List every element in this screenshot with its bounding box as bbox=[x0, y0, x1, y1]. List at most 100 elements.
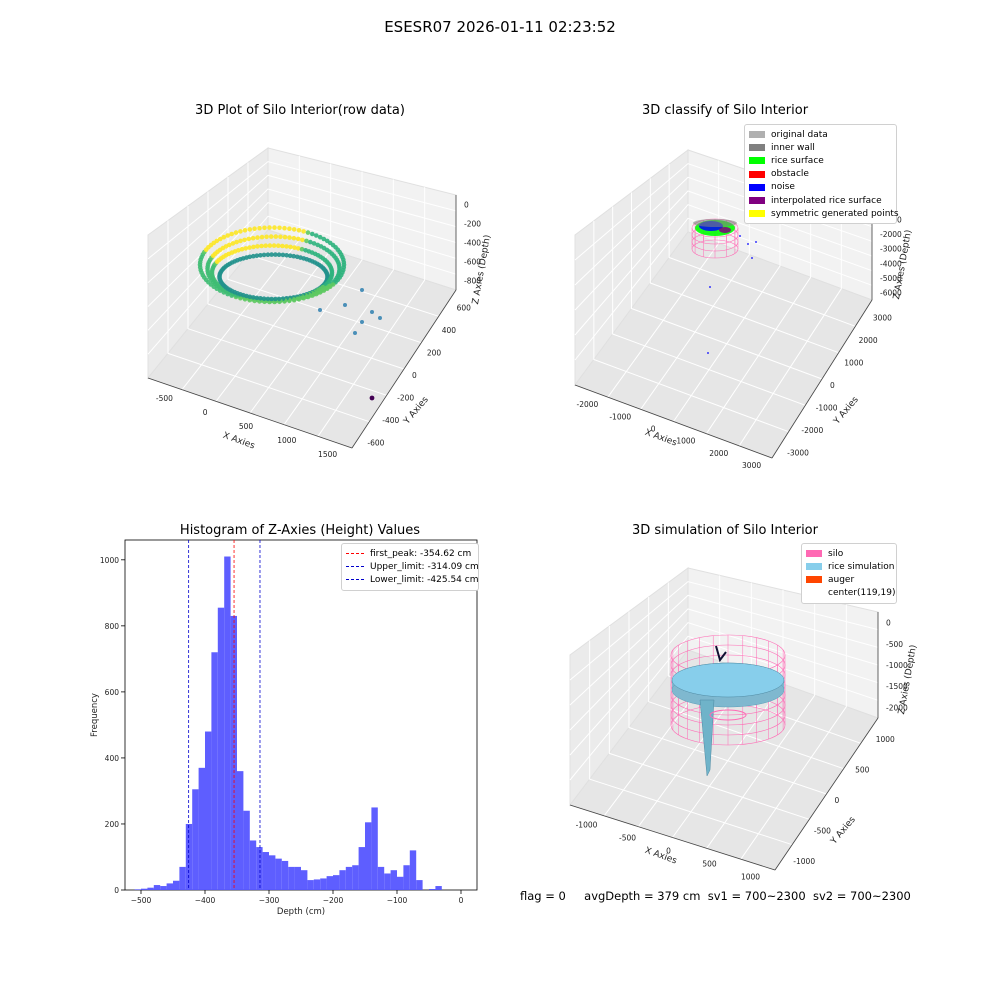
histogram-bar bbox=[345, 866, 353, 890]
flag-text: flag = 0 bbox=[520, 889, 566, 903]
scatter-point bbox=[247, 245, 252, 250]
histogram-bar bbox=[307, 880, 314, 890]
legend-swatch bbox=[749, 183, 765, 191]
outlier-point bbox=[318, 308, 322, 312]
legend-swatch bbox=[806, 590, 822, 597]
histogram-bar bbox=[153, 885, 161, 890]
histogram-bar bbox=[377, 866, 385, 890]
legend-label: center(119,19) bbox=[828, 588, 896, 599]
gridline bbox=[147, 161, 457, 260]
y-axis-line bbox=[774, 717, 879, 871]
scatter-point bbox=[276, 252, 282, 257]
legend-item-noise: noise bbox=[749, 181, 892, 194]
histogram-bar bbox=[352, 865, 359, 890]
legend-label: inner wall bbox=[771, 142, 815, 153]
gridline bbox=[668, 164, 856, 327]
status-footer: flag = 0 avgDepth = 379 cm sv1 = 700~230… bbox=[520, 889, 911, 903]
histogram-bar bbox=[384, 873, 391, 890]
scatter-point bbox=[247, 227, 253, 232]
outlier-point bbox=[353, 331, 357, 335]
z-tick-label: 0 bbox=[886, 619, 891, 628]
legend-label: Lower_limit: -425.54 cm bbox=[370, 574, 479, 585]
histogram-bar bbox=[217, 607, 225, 890]
classify-legend: original data inner wall rice surface ob… bbox=[744, 124, 899, 225]
x-axis-line bbox=[574, 384, 773, 459]
scatter-point bbox=[267, 225, 272, 230]
scatter-point bbox=[269, 296, 274, 302]
raw-data-3d-plot: -500 0 500 1000 1500 -600 -400 -200 0 200 400 600 -8… bbox=[147, 147, 493, 459]
histogram-bar bbox=[262, 852, 269, 890]
sv2-text: sv2 = 700~2300 bbox=[812, 889, 911, 903]
figure-title: ESESR07 2026-01-11 02:23:52 bbox=[384, 18, 616, 36]
y-axis-label: Frequency bbox=[90, 693, 100, 737]
rice-surface-top bbox=[671, 662, 785, 698]
z-tick-label: -5000 bbox=[880, 274, 902, 283]
gridline bbox=[569, 581, 879, 681]
y-tick-label: 0 bbox=[412, 371, 417, 380]
x-axis-line bbox=[147, 377, 353, 449]
plot-area bbox=[124, 539, 478, 891]
y-tick-label: 0 bbox=[114, 886, 119, 895]
gridline bbox=[738, 201, 842, 447]
scatter-point bbox=[288, 244, 293, 250]
z-tick-label: -6000 bbox=[880, 289, 902, 298]
classify-3d-plot: -2000 -1000 0 1000 2000 3000 -3000 -2000 -1000 0 1… bbox=[574, 148, 914, 470]
scatter-point bbox=[234, 239, 239, 245]
scatter-point bbox=[278, 234, 283, 240]
scatter-point bbox=[296, 228, 302, 233]
x-axis-label: Depth (cm) bbox=[277, 907, 325, 917]
histogram-bar bbox=[281, 860, 289, 890]
legend-item-rice-surface: rice surface bbox=[749, 154, 892, 167]
x-tick-label: 1000 bbox=[741, 873, 760, 882]
scatter-point bbox=[314, 233, 319, 238]
y-tick-label: 0 bbox=[830, 381, 835, 390]
legend-item-obstacle: obstacle bbox=[749, 168, 892, 181]
scatter-point bbox=[291, 235, 297, 241]
z-tick-label: -200 bbox=[464, 220, 481, 229]
y-tick-label: 1000 bbox=[100, 556, 119, 565]
gridline bbox=[569, 594, 879, 706]
scatter-point bbox=[259, 243, 264, 249]
scatter-point bbox=[262, 225, 267, 231]
y-tick-label: -1000 bbox=[816, 404, 838, 413]
histogram-bar bbox=[320, 878, 327, 890]
histogram-bar bbox=[339, 870, 346, 890]
avg-depth-text: avgDepth = 379 cm bbox=[584, 889, 701, 903]
x-tick-label: 0 bbox=[651, 424, 656, 433]
legend-item-original-data: original data bbox=[749, 128, 892, 141]
legend-line bbox=[346, 553, 364, 555]
y-tick-label: 600 bbox=[105, 688, 120, 697]
gridline bbox=[667, 582, 861, 744]
histogram-bar bbox=[275, 858, 282, 890]
x-axis-label: X Axies bbox=[643, 428, 678, 449]
z-tick-label: 0 bbox=[464, 201, 469, 210]
histogram-bar bbox=[403, 865, 410, 890]
histogram-bar bbox=[249, 840, 257, 890]
scatter-point bbox=[261, 252, 267, 258]
histogram-bar bbox=[301, 870, 308, 890]
legend-swatch bbox=[749, 170, 765, 178]
y-tick-label: 400 bbox=[442, 326, 457, 335]
z-tick-label: -1000 bbox=[886, 661, 908, 670]
scatter-point bbox=[236, 248, 241, 253]
y-tick-label: 500 bbox=[855, 766, 870, 775]
histogram-plot: −500 −400 −300 −200 −100 0 0 200 400 600 800 1000 De… bbox=[90, 539, 478, 917]
scatter-point bbox=[263, 243, 269, 248]
scatter-point bbox=[311, 241, 317, 246]
scatter-point bbox=[280, 252, 286, 258]
scatter-point bbox=[225, 233, 230, 238]
legend-label: rice surface bbox=[771, 155, 824, 166]
scatter-point bbox=[291, 253, 297, 259]
scatter-point bbox=[272, 225, 277, 230]
histogram-bar bbox=[179, 866, 186, 890]
scatter-point bbox=[257, 225, 262, 231]
x-axis-label: X Axies bbox=[643, 846, 678, 867]
scatter-point bbox=[251, 295, 256, 300]
legend-swatch bbox=[749, 210, 765, 218]
y-tick-label: 0 bbox=[835, 796, 840, 805]
y-axis-line bbox=[351, 289, 457, 449]
histogram-bar bbox=[409, 850, 417, 890]
x-tick-label: 0 bbox=[666, 847, 671, 856]
legend-item-interpolated-rice-surface: interpolated rice surface bbox=[749, 194, 892, 207]
outlier-point bbox=[370, 310, 374, 314]
